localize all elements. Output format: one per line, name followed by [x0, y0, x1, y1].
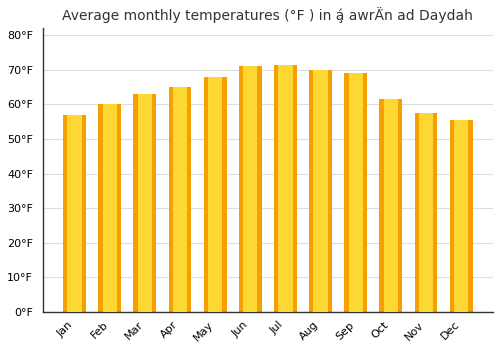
Bar — [63, 115, 86, 312]
Bar — [414, 113, 438, 312]
Bar — [384, 99, 398, 312]
Bar — [380, 99, 402, 312]
Bar — [98, 104, 121, 312]
Bar — [102, 104, 117, 312]
Bar — [138, 94, 152, 312]
Bar — [208, 77, 222, 312]
Bar — [173, 87, 187, 312]
Bar — [68, 115, 82, 312]
Bar — [243, 66, 258, 312]
Bar — [274, 64, 297, 312]
Bar — [168, 87, 192, 312]
Bar — [134, 94, 156, 312]
Bar — [239, 66, 262, 312]
Bar — [344, 73, 367, 312]
Bar — [278, 64, 292, 312]
Bar — [204, 77, 227, 312]
Title: Average monthly temperatures (°F ) in á̧ awrÄ̈n ad Daydah: Average monthly temperatures (°F ) in á̧… — [62, 7, 474, 23]
Bar — [419, 113, 433, 312]
Bar — [454, 120, 468, 312]
Bar — [309, 70, 332, 312]
Bar — [450, 120, 472, 312]
Bar — [348, 73, 363, 312]
Bar — [314, 70, 328, 312]
